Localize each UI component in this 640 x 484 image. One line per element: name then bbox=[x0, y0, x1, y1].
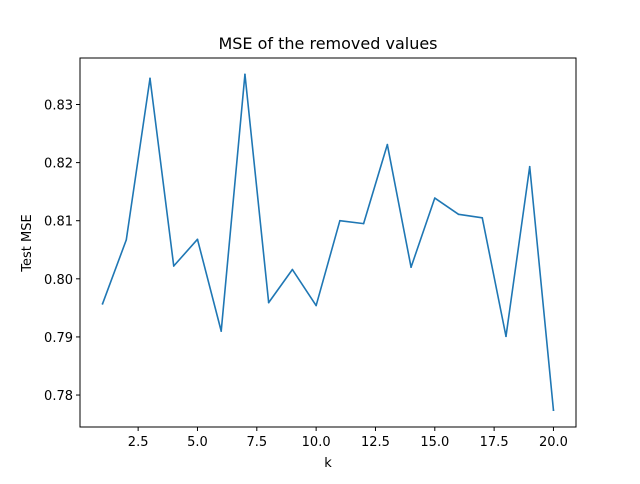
data-point bbox=[410, 266, 412, 269]
x-tick-label: 17.5 bbox=[480, 435, 509, 450]
data-point bbox=[505, 335, 507, 338]
x-axis-label: k bbox=[324, 456, 332, 471]
y-tick-label: 0.80 bbox=[44, 273, 73, 288]
data-point bbox=[339, 219, 341, 222]
x-tick-label: 7.5 bbox=[246, 435, 267, 450]
data-point bbox=[362, 222, 365, 225]
data-point bbox=[244, 73, 246, 76]
plot-area bbox=[79, 57, 577, 428]
data-point bbox=[291, 268, 294, 271]
data-point bbox=[481, 217, 484, 219]
y-tick-label: 0.81 bbox=[44, 215, 73, 230]
x-tick-label: 20.0 bbox=[539, 435, 568, 450]
y-tick-label: 0.83 bbox=[44, 98, 73, 113]
data-point bbox=[101, 303, 104, 305]
y-tick-label: 0.78 bbox=[44, 389, 73, 404]
axes-frame bbox=[79, 57, 577, 428]
y-tick-label: 0.79 bbox=[44, 331, 73, 346]
x-tick-label: 12.5 bbox=[361, 435, 390, 450]
data-point bbox=[149, 77, 151, 80]
x-tick-label: 2.5 bbox=[128, 435, 149, 450]
data-point bbox=[528, 165, 531, 168]
x-tick-label: 5.0 bbox=[187, 435, 208, 450]
data-point bbox=[267, 301, 270, 304]
x-tick-label: 10.0 bbox=[302, 435, 331, 450]
data-point bbox=[315, 304, 317, 307]
data-point bbox=[172, 265, 175, 267]
data-point bbox=[457, 213, 460, 216]
y-tick-label: 0.82 bbox=[44, 157, 73, 172]
data-point bbox=[552, 409, 555, 411]
x-axis: 2.5 5.0 7.5 10.0 12.5 15.0 17.5 20.0 bbox=[128, 427, 568, 450]
data-point bbox=[433, 197, 436, 199]
data-point bbox=[196, 238, 199, 241]
series-line bbox=[101, 73, 555, 412]
data-point bbox=[386, 143, 389, 146]
data-point bbox=[125, 239, 128, 241]
y-axis-label: Test MSE bbox=[20, 214, 35, 272]
data-point bbox=[220, 330, 223, 332]
y-axis: 0.78 0.79 0.80 0.81 0.82 0.83 bbox=[44, 98, 80, 404]
x-tick-label: 15.0 bbox=[420, 435, 449, 450]
chart-title: MSE of the removed values bbox=[218, 34, 437, 53]
